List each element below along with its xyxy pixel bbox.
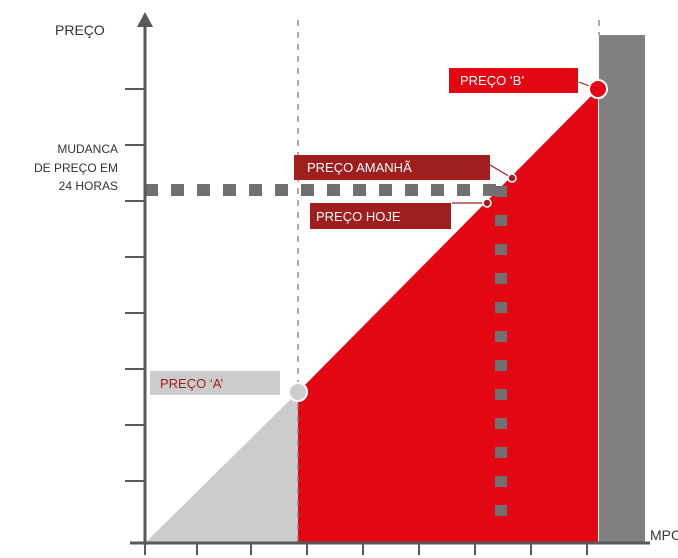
price-rise-area xyxy=(298,89,598,543)
pre-a-area xyxy=(145,392,298,543)
point-a xyxy=(288,382,308,402)
price-tomorrow-box xyxy=(294,155,490,180)
price-tomorrow-label: PREÇO AMANHÃ xyxy=(307,160,412,175)
y-axis-ticks xyxy=(125,88,145,482)
price-change-line-1: MUDANCA xyxy=(57,142,118,156)
arrow-up-icon xyxy=(137,12,153,27)
price-a-box xyxy=(150,371,280,395)
price-today-label: PREÇO HOJE xyxy=(316,209,401,224)
x-axis-label: MPO xyxy=(650,527,678,543)
post-b-bar xyxy=(599,35,645,543)
price-change-line-3: 24 HORAS xyxy=(59,179,118,193)
price-change-line-2: DE PREÇO EM xyxy=(34,161,118,175)
price-a-label: PREÇO ‘A’ xyxy=(160,376,223,391)
price-today-box xyxy=(310,203,451,229)
price-b-box xyxy=(449,68,578,93)
point-b xyxy=(588,79,608,99)
point-tomorrow xyxy=(507,173,517,183)
price-b-label: PREÇO ‘B’ xyxy=(460,73,524,88)
point-today xyxy=(482,198,492,208)
x-axis-ticks xyxy=(144,543,588,555)
y-axis-label: PREÇO xyxy=(55,22,105,38)
